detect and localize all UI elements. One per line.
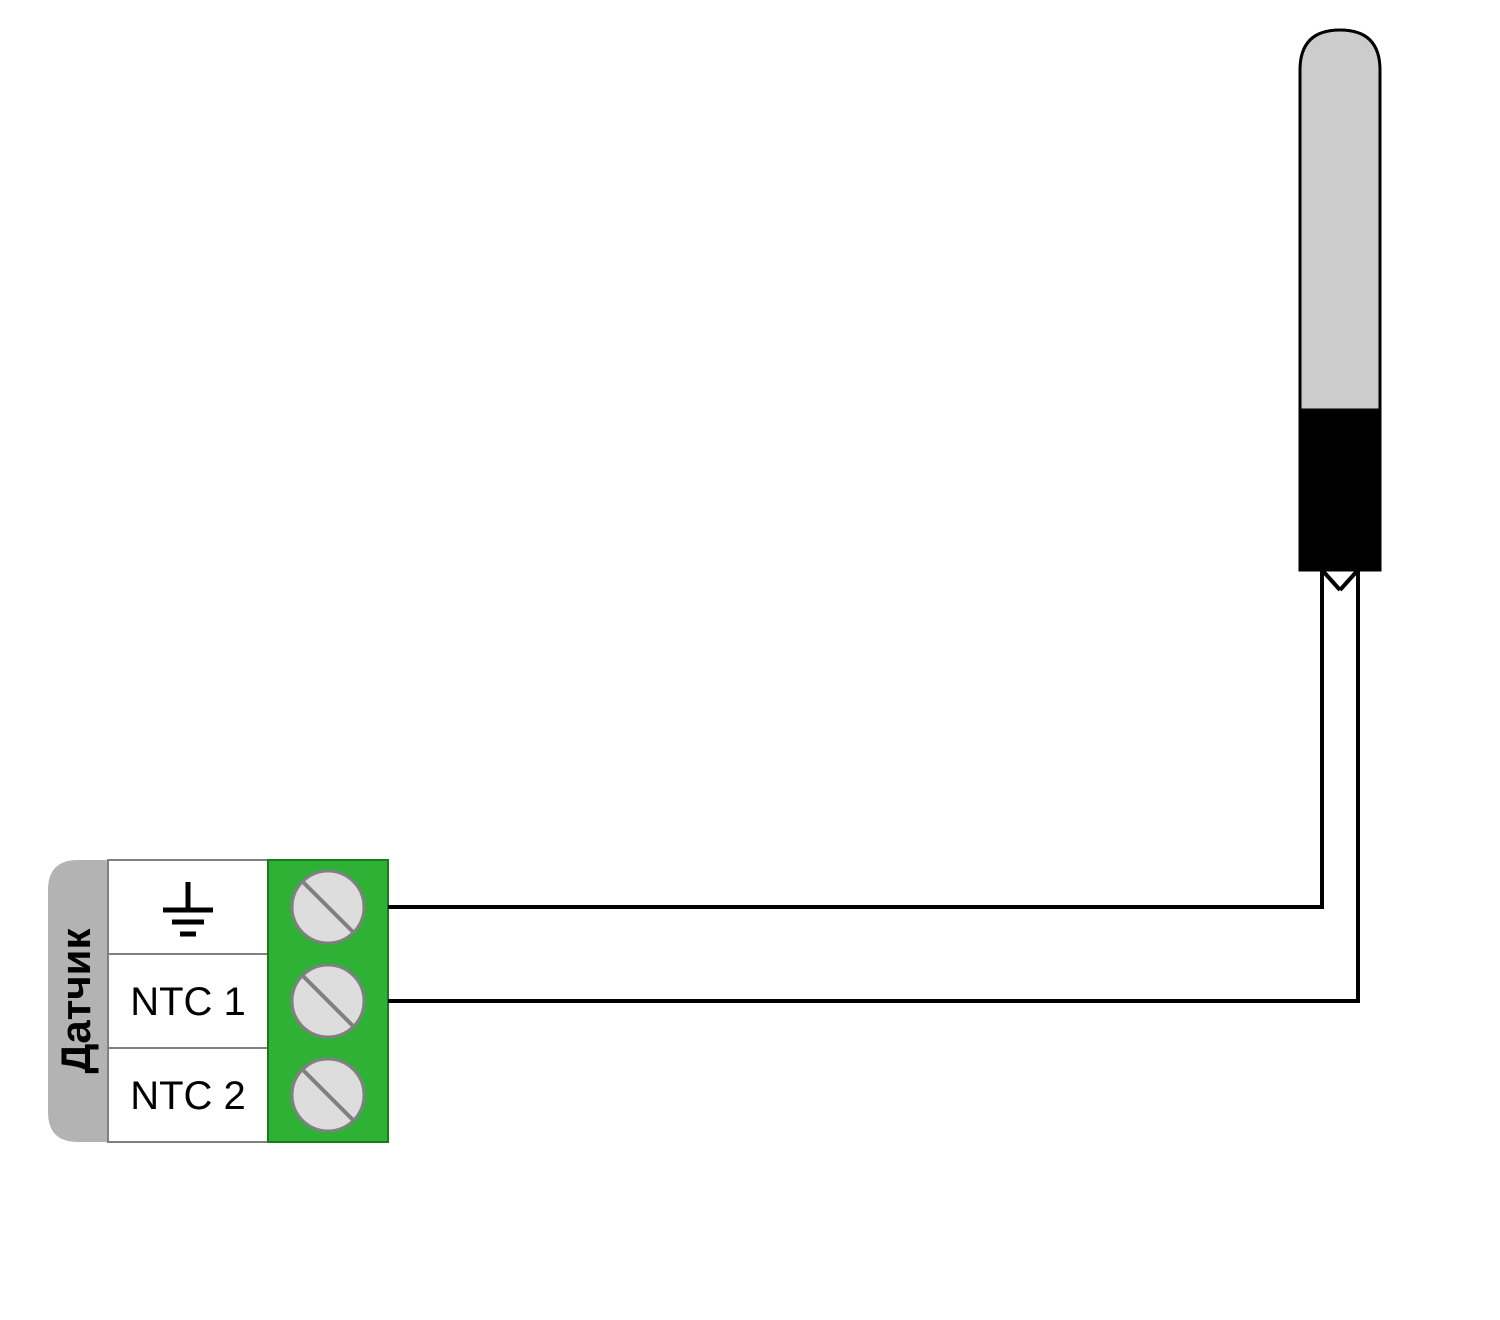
screw-terminal-3	[292, 1059, 364, 1131]
terminal-label-ntc2: NTC 2	[130, 1074, 246, 1118]
wire-ntc1	[388, 570, 1358, 1001]
screw-terminal-2	[292, 965, 364, 1037]
sensor-title: Датчик	[52, 927, 99, 1073]
wiring-diagram: NTC 1 NTC 2 Датчик	[0, 0, 1500, 1320]
terminal-label-ntc1: NTC 1	[130, 980, 246, 1024]
wire-ground	[388, 570, 1340, 907]
temperature-probe	[1300, 30, 1380, 570]
screw-terminal-1	[292, 871, 364, 943]
